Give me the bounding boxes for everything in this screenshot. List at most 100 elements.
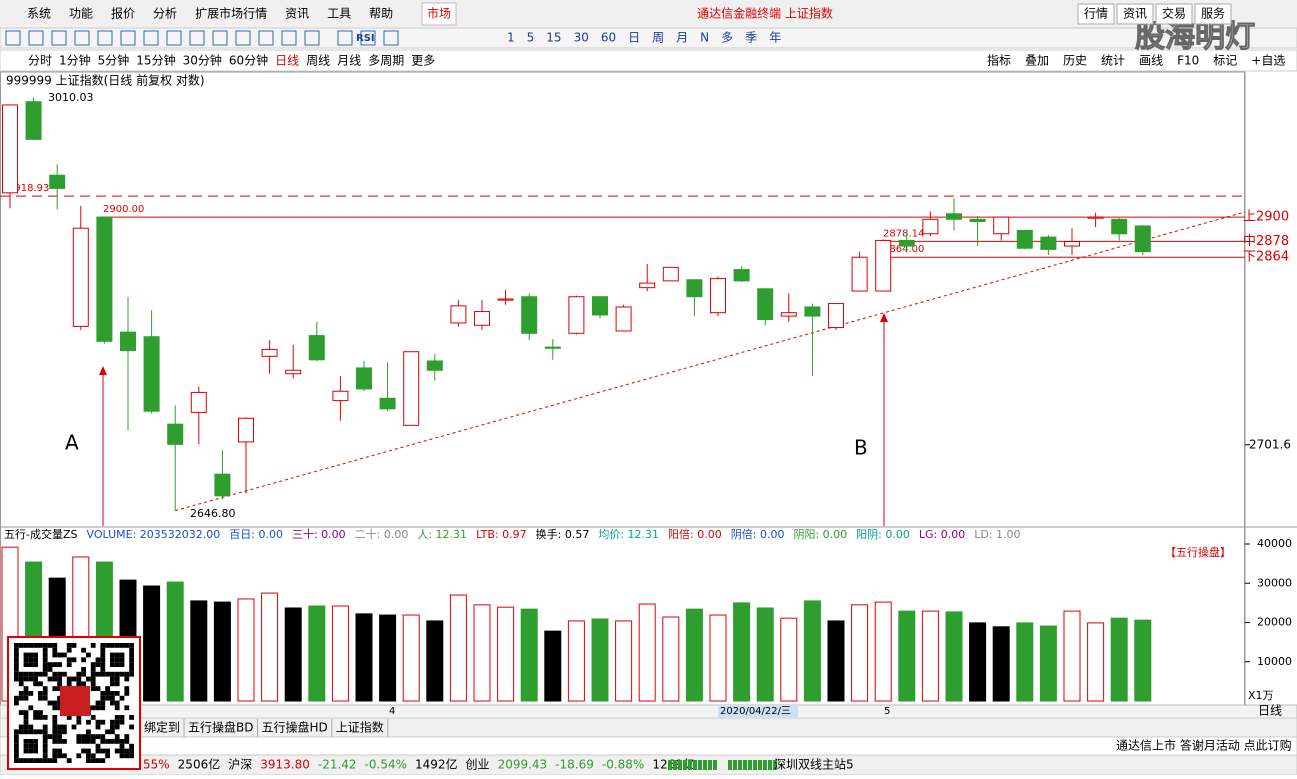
level-tag: 上2900 <box>1243 210 1289 225</box>
period-button[interactable]: 季 <box>745 31 757 45</box>
period-right-item[interactable]: F10 <box>1177 54 1199 68</box>
menu-button-label[interactable]: 服务 <box>1201 6 1225 21</box>
index-item: 2506亿 <box>178 757 221 772</box>
qr-cell <box>42 652 48 658</box>
volume-bar <box>1134 619 1152 702</box>
menu-item[interactable]: 工具 <box>327 7 351 21</box>
tool-icon-label[interactable]: RSI <box>356 33 375 44</box>
qr-cell <box>66 715 72 720</box>
tool-icon[interactable] <box>97 30 113 46</box>
tool-icon[interactable] <box>304 30 320 46</box>
tool-icon[interactable] <box>337 30 353 46</box>
period-item[interactable]: 15分钟 <box>136 53 175 68</box>
period-button[interactable]: 60 <box>601 31 616 45</box>
period-item[interactable]: 分时 <box>28 54 52 68</box>
period-button[interactable]: N <box>700 31 709 45</box>
menu-item[interactable]: 资讯 <box>285 7 309 21</box>
tool-icon[interactable] <box>120 30 136 46</box>
level-tag: 中2878 <box>1243 234 1289 249</box>
period-right-item[interactable]: 统计 <box>1101 54 1125 68</box>
tool-icon[interactable] <box>51 30 67 46</box>
period-item[interactable]: 60分钟 <box>229 53 268 68</box>
period-right-item[interactable]: 历史 <box>1063 54 1087 68</box>
volume-bar <box>143 585 161 702</box>
tab-right[interactable]: 日线 <box>1258 704 1282 718</box>
menu-button-label[interactable]: 行情 <box>1084 7 1108 21</box>
qr-cell <box>105 729 110 735</box>
period-right-item[interactable]: 画线 <box>1139 54 1163 68</box>
tool-icon[interactable] <box>143 30 159 46</box>
period-item[interactable]: 多周期 <box>368 54 404 68</box>
tab-label[interactable]: 绑定到 <box>144 720 180 735</box>
tab-label[interactable]: 上证指数 <box>336 720 384 735</box>
qr-cell <box>62 652 67 658</box>
period-button[interactable]: 多 <box>721 31 733 45</box>
tool-icon[interactable] <box>189 30 205 46</box>
menu-button[interactable] <box>1116 3 1154 25</box>
tab-label[interactable]: 五行操盘BD <box>188 720 253 735</box>
candle-body <box>1087 216 1104 219</box>
menu-button-label[interactable]: 资讯 <box>1123 7 1147 21</box>
qr-cell <box>124 739 130 744</box>
tool-icon[interactable] <box>383 30 399 46</box>
qr-cell <box>95 748 101 754</box>
qr-cell <box>71 643 77 648</box>
period-right-item[interactable]: +自选 <box>1251 54 1285 68</box>
period-button[interactable]: 年 <box>769 31 781 45</box>
tab-label[interactable]: 五行操盘HD <box>262 720 328 735</box>
qr-cell <box>42 671 48 677</box>
qr-cell <box>47 667 53 672</box>
period-button[interactable]: 月 <box>676 31 688 45</box>
menu-button-label[interactable]: 交易 <box>1162 6 1186 21</box>
menu-item[interactable]: 报价 <box>111 6 135 21</box>
index-item: -0.88% <box>602 758 644 772</box>
qr-cell <box>124 753 130 759</box>
market-tab-label[interactable]: 市场 <box>427 6 451 21</box>
menu-button[interactable] <box>1194 3 1232 25</box>
menu-item[interactable]: 功能 <box>69 7 93 21</box>
tool-icon[interactable] <box>166 30 182 46</box>
menu-button[interactable] <box>1155 3 1193 25</box>
period-item[interactable]: 30分钟 <box>183 53 222 68</box>
period-button[interactable]: 周 <box>652 31 664 45</box>
period-button[interactable]: 1 <box>507 31 515 45</box>
period-item[interactable]: 月线 <box>337 54 361 68</box>
menu-item[interactable]: 扩展市场行情 <box>195 6 267 21</box>
tool-icon[interactable] <box>28 30 44 46</box>
period-item[interactable]: 5分钟 <box>98 53 130 68</box>
menu-button[interactable] <box>1077 3 1115 25</box>
menu-item[interactable]: 系统 <box>27 7 51 21</box>
period-item[interactable]: 1分钟 <box>59 53 91 68</box>
period-right-item[interactable]: 标记 <box>1213 54 1237 68</box>
qr-cell <box>14 729 19 735</box>
qr-cell <box>95 719 101 725</box>
candle-body <box>710 278 726 314</box>
period-item[interactable]: 周线 <box>306 54 330 68</box>
volume-bar <box>851 604 869 702</box>
period-right-item[interactable]: 指标 <box>987 53 1011 68</box>
qr-cell <box>76 671 82 677</box>
tool-icon[interactable] <box>281 30 297 46</box>
tool-icon[interactable] <box>74 30 90 46</box>
period-item[interactable]: 日线 <box>275 54 299 68</box>
period-button[interactable]: 5 <box>527 31 535 45</box>
qr-cell <box>14 662 19 667</box>
period-button[interactable]: 15 <box>546 31 561 45</box>
tool-icon[interactable] <box>212 30 228 46</box>
tool-icon[interactable] <box>5 30 21 46</box>
tool-icon[interactable] <box>258 30 274 46</box>
menu-item[interactable]: 帮助 <box>369 7 393 21</box>
market-tab[interactable] <box>421 2 457 26</box>
tool-icon[interactable] <box>235 30 251 46</box>
period-button[interactable]: 日 <box>628 31 640 45</box>
qr-cell <box>47 758 53 763</box>
volume-bar <box>379 614 397 702</box>
period-button[interactable]: 30 <box>574 31 589 45</box>
qr-cell <box>42 729 48 735</box>
status-notice[interactable]: 通达信上市 答谢月活动 点此订购 <box>1116 738 1292 753</box>
qr-cell <box>124 691 130 696</box>
menu-item[interactable]: 分析 <box>153 7 177 21</box>
period-item[interactable]: 更多 <box>411 54 435 68</box>
period-right-item[interactable]: 叠加 <box>1025 54 1049 68</box>
tool-icon[interactable] <box>360 30 376 46</box>
